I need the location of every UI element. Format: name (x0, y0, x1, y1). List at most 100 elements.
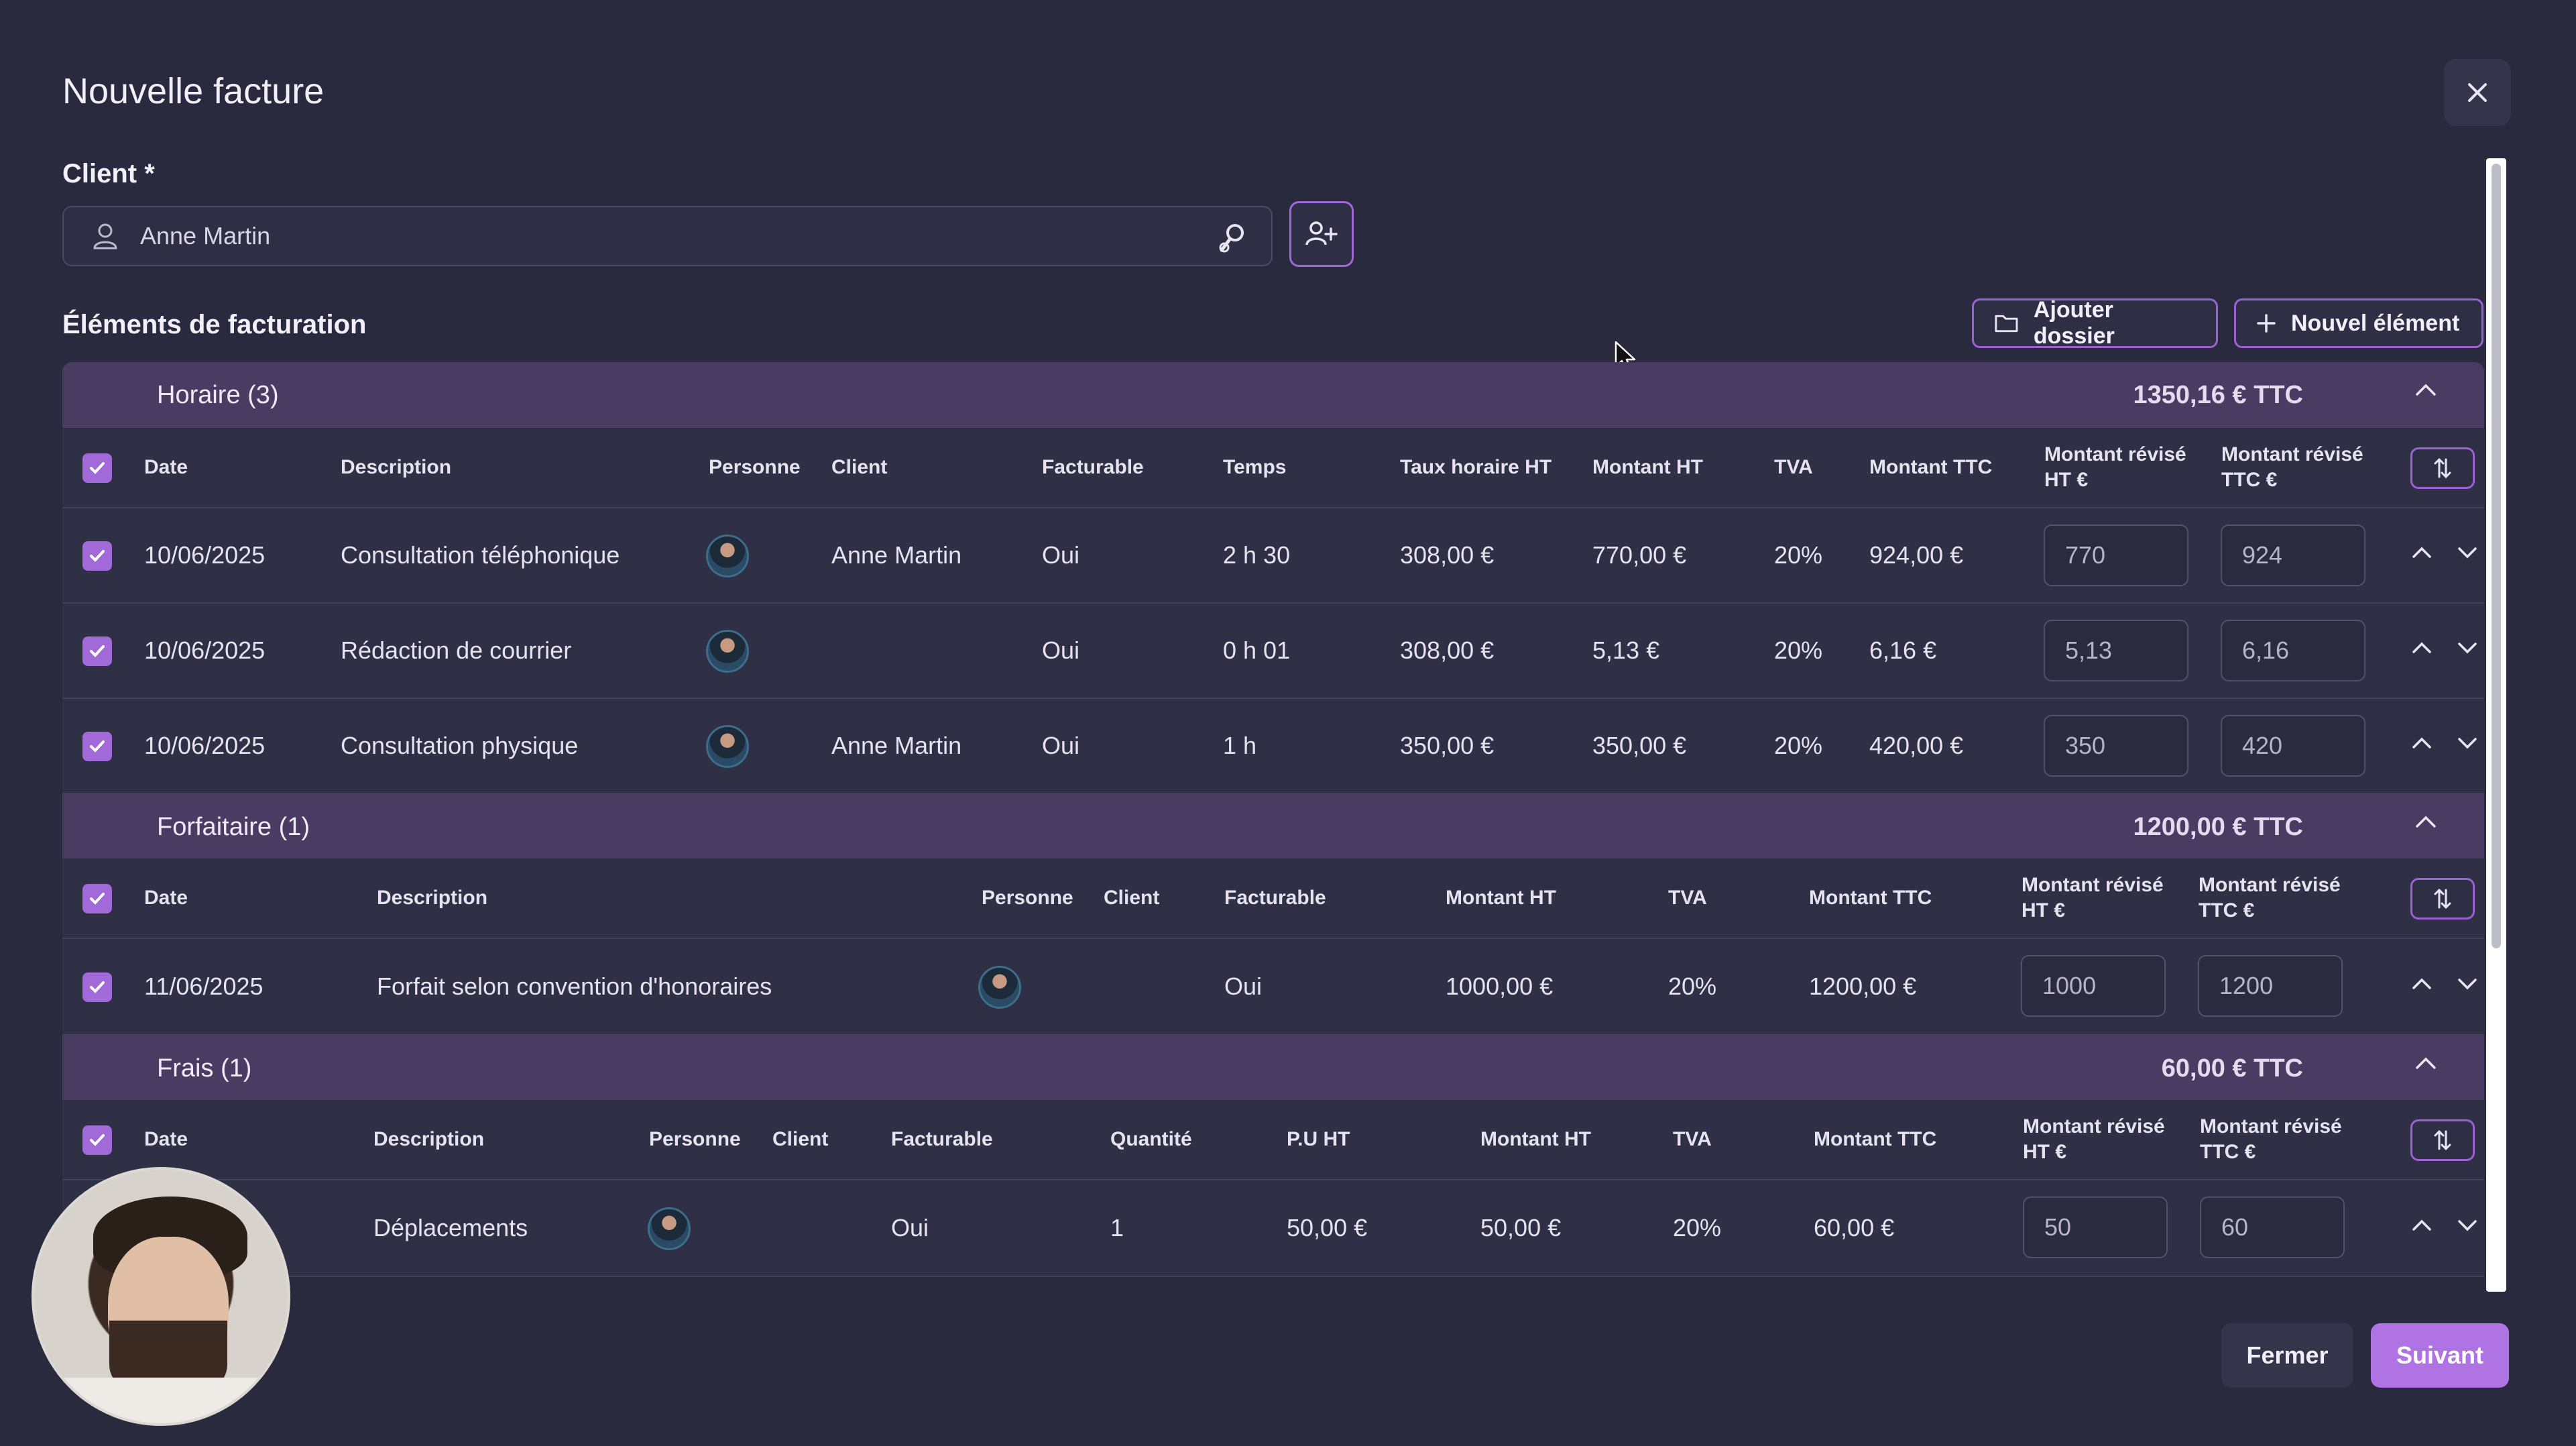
sort-icon (2434, 1129, 2451, 1151)
revised-ttc-input[interactable]: 420 (2221, 715, 2365, 777)
person-avatar (648, 1207, 691, 1250)
forfaitaire-sort-button[interactable] (2410, 878, 2475, 920)
col-description: Description (377, 887, 488, 909)
section-frais-total: 60,00 € TTC (2161, 1054, 2303, 1082)
chevron-up-icon[interactable] (2414, 1056, 2437, 1070)
revised-ttc-input[interactable]: 1200 (2198, 955, 2343, 1017)
row-date: 10/06/2025 (144, 732, 266, 759)
row-checkbox[interactable] (82, 732, 112, 761)
col-montant-revise-ttc: Montant révisé TTC € (2200, 1115, 2342, 1163)
col-montant-ttc: Montant TTC (1814, 1128, 1937, 1150)
col-client: Client (831, 456, 888, 478)
row-facturable: Oui (891, 1214, 929, 1241)
section-horaire-header[interactable]: Horaire (3) 1350,16 € TTC (62, 362, 2484, 428)
col-personne: Personne (982, 887, 1073, 909)
revised-ht-input[interactable]: 50 (2023, 1197, 2168, 1258)
billing-items-scroll-area[interactable]: Horaire (3) 1350,16 € TTC Date Descripti… (62, 362, 2484, 1288)
search-user-icon[interactable] (1216, 221, 1251, 256)
plus-icon (2257, 314, 2276, 333)
chevron-up-icon[interactable] (2412, 546, 2432, 559)
client-label: Client * (62, 159, 155, 188)
frais-row[interactable]: Déplacements Oui 1 50,00 € 50,00 € 20% 6… (62, 1180, 2484, 1277)
horaire-row[interactable]: 10/06/2025 Consultation téléphonique Ann… (62, 508, 2484, 604)
check-icon (90, 462, 105, 474)
row-tva: 20% (1774, 732, 1823, 759)
new-item-label: Nouvel élément (2291, 310, 2460, 336)
row-checkbox[interactable] (82, 541, 112, 571)
check-icon (90, 893, 105, 905)
add-client-button[interactable] (1289, 201, 1354, 267)
person-avatar (706, 725, 749, 768)
add-folder-label: Ajouter dossier (2033, 297, 2115, 349)
row-checkbox[interactable] (82, 636, 112, 666)
revised-ttc-input[interactable]: 6,16 (2221, 620, 2365, 681)
col-montant-ht: Montant HT (1480, 1128, 1591, 1150)
horaire-row[interactable]: 10/06/2025 Rédaction de courrier Oui 0 h… (62, 604, 2484, 699)
section-frais-name: Frais (1) (157, 1054, 252, 1082)
row-facturable: Oui (1224, 972, 1263, 1000)
chevron-up-icon[interactable] (2414, 382, 2437, 397)
close-button[interactable] (2444, 59, 2511, 126)
col-pu-ht: P.U HT (1287, 1128, 1350, 1150)
client-search-input[interactable]: Anne Martin (62, 206, 1273, 266)
close-icon (2468, 83, 2487, 102)
row-tva: 20% (1774, 541, 1823, 569)
row-tva: 20% (1668, 972, 1717, 1000)
person-avatar (706, 535, 749, 577)
close-footer-button[interactable]: Fermer (2221, 1323, 2353, 1388)
horaire-select-all-checkbox[interactable] (82, 453, 112, 483)
chevron-down-icon[interactable] (2457, 736, 2477, 750)
row-montant-ht: 770,00 € (1592, 541, 1687, 569)
revised-ttc-input[interactable]: 60 (2200, 1197, 2345, 1258)
revised-ht-input[interactable]: 350 (2044, 715, 2188, 777)
section-frais-header[interactable]: Frais (1) 60,00 € TTC (62, 1036, 2484, 1100)
section-horaire-total: 1350,16 € TTC (2133, 381, 2303, 409)
col-facturable: Facturable (1224, 887, 1326, 909)
scrollbar-thumb[interactable] (2492, 164, 2501, 948)
row-client: Anne Martin (831, 541, 962, 569)
frais-select-all-checkbox[interactable] (82, 1125, 112, 1155)
client-value: Anne Martin (140, 222, 271, 249)
row-montant-ttc: 1200,00 € (1809, 972, 1917, 1000)
forfaitaire-row[interactable]: 11/06/2025 Forfait selon convention d'ho… (62, 939, 2484, 1036)
new-item-button[interactable]: Nouvel élément (2234, 298, 2483, 348)
row-montant-ttc: 924,00 € (1869, 541, 1964, 569)
revised-ht-input[interactable]: 770 (2044, 524, 2188, 586)
row-description: Déplacements (373, 1214, 528, 1241)
frais-sort-button[interactable] (2410, 1119, 2475, 1161)
col-montant-ttc: Montant TTC (1869, 456, 1993, 478)
col-montant-ttc: Montant TTC (1809, 887, 1932, 909)
row-date: 10/06/2025 (144, 636, 266, 664)
row-checkbox[interactable] (82, 972, 112, 1002)
row-facturable: Oui (1042, 541, 1080, 569)
horaire-row[interactable]: 10/06/2025 Consultation physique Anne Ma… (62, 699, 2484, 794)
next-button[interactable]: Suivant (2371, 1323, 2509, 1388)
row-montant-ht: 50,00 € (1480, 1214, 1562, 1241)
add-user-icon (1305, 221, 1338, 245)
col-montant-revise-ht: Montant révisé HT € (2022, 874, 2164, 922)
forfaitaire-select-all-checkbox[interactable] (82, 884, 112, 913)
chevron-down-icon[interactable] (2457, 977, 2477, 991)
add-folder-button[interactable]: Ajouter dossier (1972, 297, 2218, 349)
revised-ht-input[interactable]: 1000 (2021, 955, 2166, 1017)
chevron-up-icon[interactable] (2412, 641, 2432, 655)
chevron-up-icon[interactable] (2414, 814, 2437, 829)
col-facturable: Facturable (891, 1128, 993, 1150)
revised-ht-input[interactable]: 5,13 (2044, 620, 2188, 681)
horaire-sort-button[interactable] (2410, 447, 2475, 489)
col-description: Description (341, 456, 452, 478)
row-description: Consultation téléphonique (341, 541, 620, 569)
col-personne: Personne (649, 1128, 741, 1150)
chevron-down-icon[interactable] (2457, 546, 2477, 559)
section-forfaitaire-header[interactable]: Forfaitaire (1) 1200,00 € TTC (62, 794, 2484, 858)
chevron-up-icon[interactable] (2412, 977, 2432, 991)
chevron-up-icon[interactable] (2412, 736, 2432, 750)
chevron-down-icon[interactable] (2457, 1219, 2477, 1232)
row-montant-ttc: 6,16 € (1869, 636, 1937, 664)
revised-ttc-input[interactable]: 924 (2221, 524, 2365, 586)
chevron-up-icon[interactable] (2412, 1219, 2432, 1232)
chevron-down-icon[interactable] (2457, 641, 2477, 655)
row-facturable: Oui (1042, 636, 1080, 664)
col-montant-revise-ttc: Montant révisé TTC € (2199, 874, 2341, 922)
webcam-shirt (34, 1378, 288, 1423)
